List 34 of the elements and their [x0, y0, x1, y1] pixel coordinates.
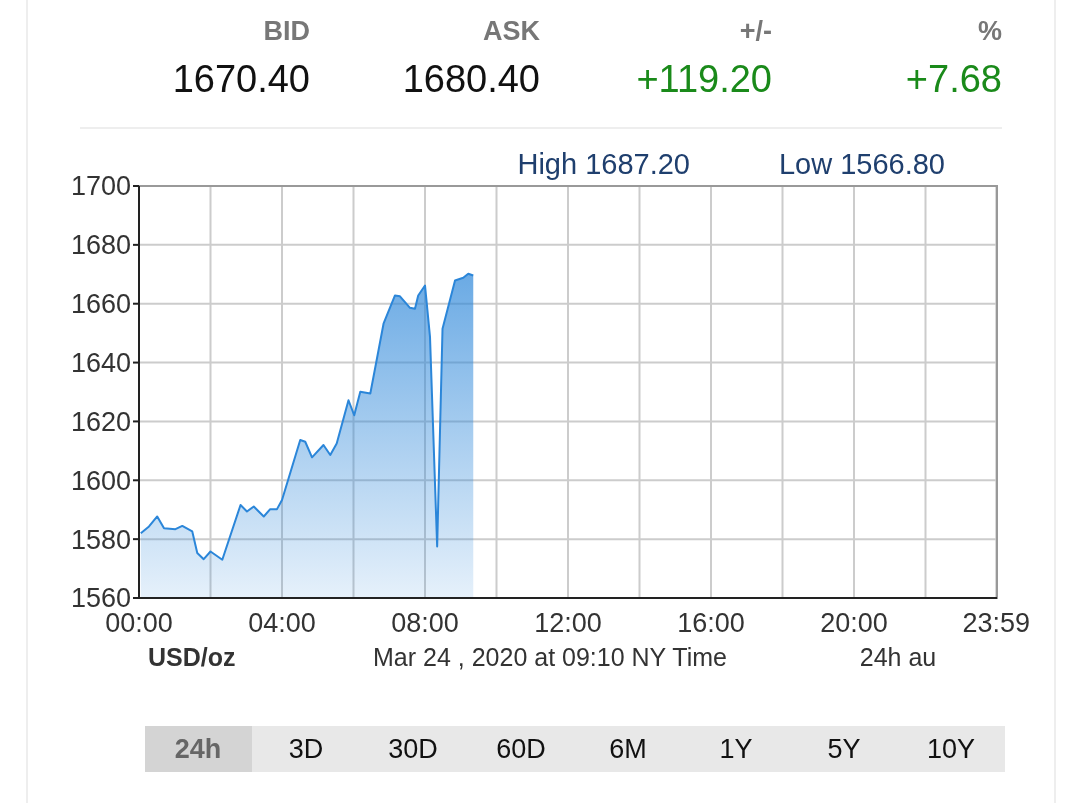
y-tick-label: 1640 — [70, 348, 131, 379]
text: High 1687.20 — [517, 148, 690, 180]
x-tick-label: 04:00 — [248, 608, 316, 638]
x-tick-label: 12:00 — [534, 608, 602, 638]
text: 1Y — [719, 734, 753, 764]
text: 24h — [174, 734, 222, 764]
y-tick-label: 1580 — [70, 524, 131, 555]
text: +/- — [739, 16, 772, 46]
x-tick-label: 16:00 — [677, 608, 745, 638]
y-tick-label: 1700 — [70, 171, 131, 202]
x-tick-label: 23:59 — [962, 608, 1031, 638]
text: Mar 24 , 2020 at 09:10 NY Time — [373, 643, 727, 671]
y-tick-label: 1680 — [70, 230, 131, 261]
text: 60D — [496, 734, 546, 764]
text: 24h au — [859, 643, 937, 671]
text: % — [977, 16, 1002, 46]
text: 1680.40 — [402, 58, 540, 100]
y-tick-label: 1600 — [70, 465, 131, 496]
x-tick-label: 20:00 — [820, 608, 888, 638]
text: 1670.40 — [172, 58, 310, 100]
text: 5Y — [827, 734, 861, 764]
text: Low 1566.80 — [778, 148, 945, 180]
text: 3D — [288, 734, 324, 764]
x-tick-label: 08:00 — [391, 608, 459, 638]
text: ASK — [482, 16, 541, 46]
text: USD/oz — [148, 643, 236, 671]
text: +7.68 — [905, 58, 1002, 100]
text: 6M — [609, 734, 647, 764]
text: BID — [263, 16, 310, 46]
y-tick-label: 1620 — [70, 406, 131, 437]
text: 30D — [388, 734, 438, 764]
text: +119.20 — [636, 58, 772, 100]
text: 10Y — [926, 734, 976, 764]
y-tick-label: 1660 — [70, 289, 131, 320]
